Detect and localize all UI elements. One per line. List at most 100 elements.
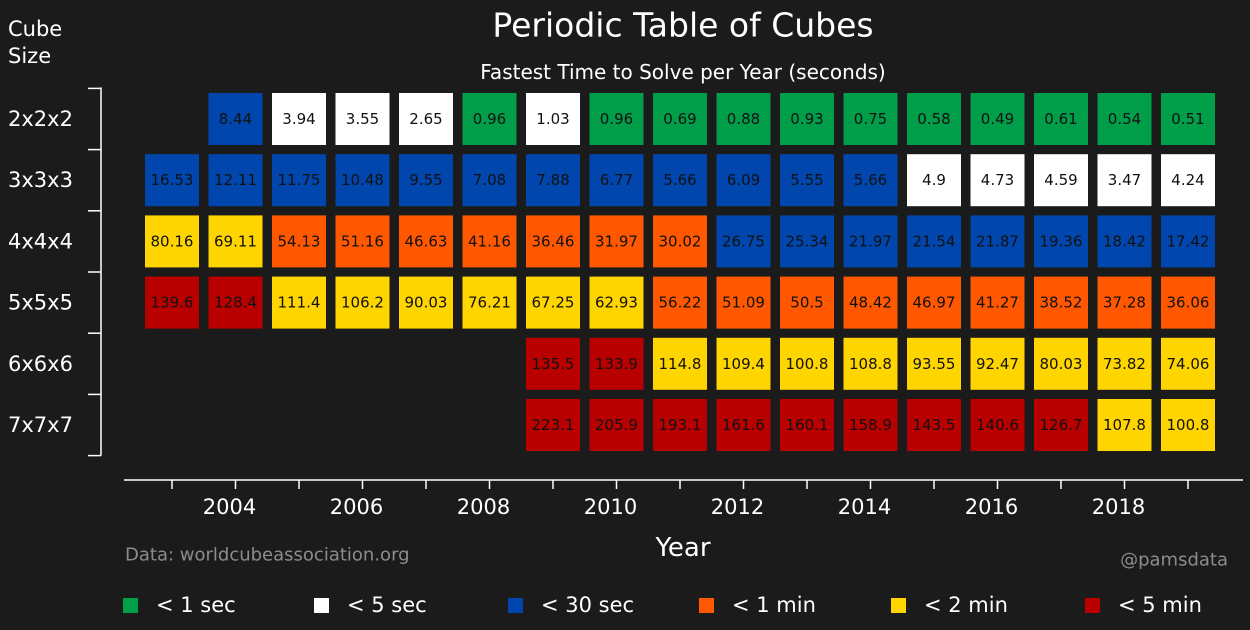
legend-swatch-0 xyxy=(123,598,138,613)
cell-7x7x7-2016 xyxy=(970,399,1025,451)
cell-value-5x5x5-2008: 76.21 xyxy=(468,294,511,312)
cell-value-5x5x5-2005: 111.4 xyxy=(278,294,321,312)
cell-value-4x4x4-2018: 18.42 xyxy=(1103,232,1146,250)
legend-label-1: < 5 sec xyxy=(347,593,427,617)
cell-3x3x3-2004 xyxy=(208,154,263,207)
cell-value-5x5x5-2006: 106.2 xyxy=(341,294,384,312)
cell-4x4x4-2010 xyxy=(589,215,644,268)
cell-4x4x4-2014 xyxy=(843,215,898,268)
cell-value-2x2x2-2009: 1.03 xyxy=(536,110,569,128)
cell-7x7x7-2017 xyxy=(1034,399,1088,451)
cell-4x4x4-2016 xyxy=(970,215,1025,268)
cell-value-6x6x6-2009: 135.5 xyxy=(532,355,575,373)
y-axis-title-line-2: Size xyxy=(8,44,51,68)
cell-value-4x4x4-2012: 26.75 xyxy=(722,232,765,250)
legend-swatch-5 xyxy=(1085,598,1100,613)
legend: < 1 sec < 5 sec < 30 sec < 1 min < 2 min < 5 … xyxy=(123,593,1202,617)
cell-4x4x4-2003 xyxy=(145,215,199,268)
cell-7x7x7-2009 xyxy=(526,399,580,451)
cell-value-6x6x6-2011: 114.8 xyxy=(659,355,702,373)
cell-value-4x4x4-2016: 21.87 xyxy=(976,232,1019,250)
cell-2x2x2-2004 xyxy=(208,93,263,145)
cell-value-5x5x5-2004: 128.4 xyxy=(214,294,257,312)
cell-2x2x2-2013 xyxy=(780,93,834,145)
cell-value-5x5x5-2010: 62.93 xyxy=(595,294,638,312)
cell-value-2x2x2-2012: 0.88 xyxy=(727,110,760,128)
cell-value-7x7x7-2015: 143.5 xyxy=(913,416,956,434)
cell-7x7x7-2015 xyxy=(907,399,961,451)
cell-5x5x5-2008 xyxy=(462,276,517,329)
cell-6x6x6-2015 xyxy=(907,337,961,390)
cell-4x4x4-2012 xyxy=(716,215,771,268)
cell-6x6x6-2019 xyxy=(1161,337,1215,390)
row-label-6x6x6: 6x6x6 xyxy=(8,352,73,376)
cell-value-7x7x7-2013: 160.1 xyxy=(786,416,829,434)
cell-value-6x6x6-2017: 80.03 xyxy=(1040,355,1083,373)
cell-3x3x3-2007 xyxy=(399,154,453,207)
cell-value-2x2x2-2005: 3.94 xyxy=(282,110,315,128)
row-label-3x3x3: 3x3x3 xyxy=(8,168,73,192)
cell-4x4x4-2017 xyxy=(1034,215,1088,268)
cell-value-6x6x6-2010: 133.9 xyxy=(595,355,638,373)
cell-value-3x3x3-2008: 7.08 xyxy=(473,171,506,189)
legend-label-5: < 5 min xyxy=(1118,593,1202,617)
cell-4x4x4-2015 xyxy=(907,215,961,268)
cell-7x7x7-2018 xyxy=(1097,399,1152,451)
cell-value-3x3x3-2018: 3.47 xyxy=(1108,171,1141,189)
cell-3x3x3-2017 xyxy=(1034,154,1088,207)
cell-5x5x5-2004 xyxy=(208,276,263,329)
cell-value-4x4x4-2006: 51.16 xyxy=(341,232,384,250)
cell-value-3x3x3-2012: 6.09 xyxy=(727,171,760,189)
cell-value-7x7x7-2018: 107.8 xyxy=(1103,416,1146,434)
cell-5x5x5-2016 xyxy=(970,276,1025,329)
chart-subtitle: Fastest Time to Solve per Year (seconds) xyxy=(480,60,885,84)
cell-2x2x2-2009 xyxy=(526,93,580,145)
cell-7x7x7-2013 xyxy=(780,399,834,451)
cell-value-2x2x2-2004: 8.44 xyxy=(219,110,252,128)
cell-2x2x2-2016 xyxy=(970,93,1025,145)
cell-2x2x2-2012 xyxy=(716,93,771,145)
cell-5x5x5-2011 xyxy=(653,276,707,329)
x-tick-label-2018: 2018 xyxy=(1092,495,1145,519)
cell-value-5x5x5-2013: 50.5 xyxy=(790,294,823,312)
cell-5x5x5-2009 xyxy=(526,276,580,329)
cell-value-3x3x3-2004: 12.11 xyxy=(214,171,257,189)
row-label-5x5x5: 5x5x5 xyxy=(8,291,73,315)
cell-value-3x3x3-2007: 9.55 xyxy=(409,171,442,189)
cell-6x6x6-2011 xyxy=(653,337,707,390)
cell-4x4x4-2018 xyxy=(1097,215,1152,268)
cell-2x2x2-2006 xyxy=(335,93,390,145)
cell-value-4x4x4-2010: 31.97 xyxy=(595,232,638,250)
cell-value-7x7x7-2017: 126.7 xyxy=(1040,416,1083,434)
cell-value-7x7x7-2014: 158.9 xyxy=(849,416,892,434)
cell-value-6x6x6-2018: 73.82 xyxy=(1103,355,1146,373)
cell-value-4x4x4-2003: 80.16 xyxy=(151,232,194,250)
cell-value-2x2x2-2014: 0.75 xyxy=(854,110,887,128)
cell-value-3x3x3-2006: 10.48 xyxy=(341,171,384,189)
cell-3x3x3-2015 xyxy=(907,154,961,207)
cell-5x5x5-2003 xyxy=(145,276,199,329)
cell-value-5x5x5-2018: 37.28 xyxy=(1103,294,1146,312)
cell-value-2x2x2-2013: 0.93 xyxy=(790,110,823,128)
cell-value-4x4x4-2014: 21.97 xyxy=(849,232,892,250)
cell-2x2x2-2005 xyxy=(272,93,326,145)
cell-value-4x4x4-2017: 19.36 xyxy=(1040,232,1083,250)
cell-value-4x4x4-2009: 36.46 xyxy=(532,232,575,250)
cell-4x4x4-2008 xyxy=(462,215,517,268)
cell-7x7x7-2011 xyxy=(653,399,707,451)
cell-value-4x4x4-2011: 30.02 xyxy=(659,232,702,250)
cell-value-2x2x2-2011: 0.69 xyxy=(663,110,696,128)
y-axis-title: Cube Size xyxy=(8,17,69,68)
cell-value-2x2x2-2018: 0.54 xyxy=(1108,110,1141,128)
cell-value-2x2x2-2019: 0.51 xyxy=(1171,110,1204,128)
cell-5x5x5-2019 xyxy=(1161,276,1215,329)
cell-value-2x2x2-2017: 0.61 xyxy=(1044,110,1077,128)
cell-6x6x6-2016 xyxy=(970,337,1025,390)
cell-value-5x5x5-2011: 56.22 xyxy=(659,294,702,312)
cell-3x3x3-2019 xyxy=(1161,154,1215,207)
cell-value-2x2x2-2008: 0.96 xyxy=(473,110,506,128)
cell-5x5x5-2012 xyxy=(716,276,771,329)
cell-value-6x6x6-2019: 74.06 xyxy=(1167,355,1210,373)
cell-value-7x7x7-2009: 223.1 xyxy=(532,416,575,434)
